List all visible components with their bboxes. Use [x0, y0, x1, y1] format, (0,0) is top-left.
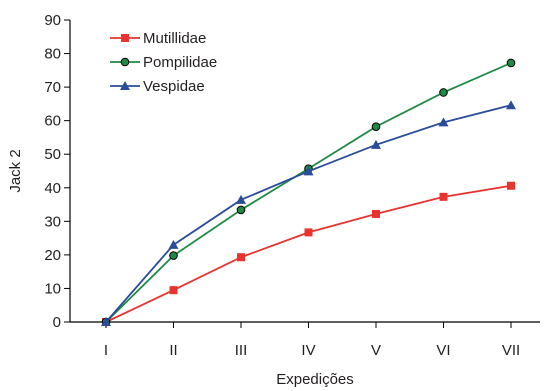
x-tick-label: III — [235, 342, 248, 359]
mutillidae-point — [439, 192, 448, 201]
series-vespidae — [101, 100, 516, 326]
y-tick-label: 90 — [44, 12, 61, 29]
y-tick-label: 0 — [53, 314, 61, 331]
pompilidae-point — [439, 88, 448, 97]
legend-label: Vespidae — [143, 78, 205, 95]
series-layer — [101, 58, 516, 327]
legend-item-mutillidae: Mutillidae — [110, 30, 206, 47]
legend-marker-mutillidae — [121, 34, 129, 42]
y-axis-ticks: 0 10 20 30 40 50 60 70 80 90 — [44, 12, 70, 331]
legend-item-vespidae: Vespidae — [110, 78, 205, 95]
mutillidae-point — [304, 228, 313, 237]
pompilidae-point — [236, 205, 246, 215]
series-mutillidae — [102, 181, 515, 326]
y-tick-label: 70 — [44, 79, 61, 96]
y-tick-label: 10 — [44, 280, 61, 297]
legend-label: Pompilidae — [143, 54, 217, 71]
pompilidae-point — [169, 251, 178, 260]
vespidae-point — [438, 117, 449, 127]
legend-marker-vespidae — [120, 81, 130, 90]
mutillidae-point — [507, 181, 515, 190]
y-tick-label: 60 — [44, 113, 61, 130]
series-pompilidae — [101, 58, 516, 327]
y-tick-label: 20 — [44, 247, 61, 264]
y-axis-title: Jack 2 — [7, 149, 24, 192]
x-tick-label: V — [371, 342, 381, 359]
x-tick-label: IV — [301, 342, 315, 359]
x-axis-title: Expedições — [276, 371, 354, 388]
y-tick-label: 30 — [44, 213, 61, 230]
mutillidae-point — [372, 209, 380, 218]
pompilidae-point — [371, 122, 381, 132]
mutillidae-point — [237, 253, 245, 262]
x-tick-label: VI — [436, 342, 450, 359]
x-tick-label: II — [169, 342, 177, 359]
x-tick-label: I — [104, 342, 108, 359]
x-tick-label: VII — [502, 342, 520, 359]
legend-item-pompilidae: Pompilidae — [110, 54, 217, 71]
y-tick-label: 50 — [44, 146, 61, 163]
pompilidae-point — [506, 58, 516, 68]
vespidae-point — [303, 166, 314, 176]
y-tick-label: 40 — [44, 180, 61, 197]
y-tick-label: 80 — [44, 46, 61, 63]
vespidae-point — [371, 139, 381, 149]
vespidae-point — [506, 100, 516, 110]
series-line-vespidae — [105, 104, 512, 323]
vespidae-point — [101, 317, 111, 326]
vespidae-point — [168, 239, 179, 249]
legend: Mutillidae Pompilidae Vespidae — [110, 30, 217, 95]
legend-label: Mutillidae — [143, 30, 206, 47]
legend-marker-pompilidae — [120, 57, 130, 67]
vespidae-point — [236, 194, 246, 204]
x-axis-ticks: I II III IV V VI VII — [104, 322, 520, 359]
mutillidae-point — [169, 286, 178, 295]
series-line-pompilidae — [105, 62, 512, 323]
